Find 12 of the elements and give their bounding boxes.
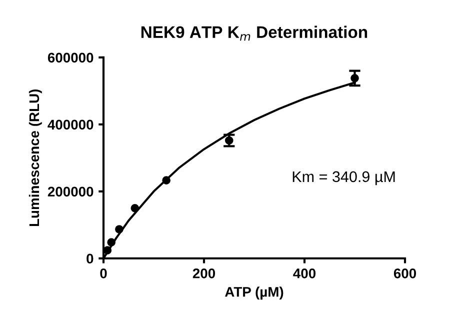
x-tick-label: 200 (192, 268, 216, 278)
x-tick-label: 0 (100, 268, 107, 278)
y-tick-label: 400000 (48, 120, 94, 130)
x-axis-title: ATP (µM) (225, 286, 284, 300)
annotation: Km = 340.9 µM (292, 171, 395, 186)
y-tick-label: 600000 (48, 52, 94, 63)
x-tick-label: 400 (293, 268, 316, 278)
chart-title: NEK9 ATP K$_{m}$ Determination (141, 26, 368, 41)
y-axis-title: Luminescence (RLU) (28, 90, 42, 226)
y-tick-label: 200000 (48, 186, 94, 197)
y-tick-label: 0 (86, 254, 94, 264)
x-tick-label: 600 (394, 268, 416, 278)
